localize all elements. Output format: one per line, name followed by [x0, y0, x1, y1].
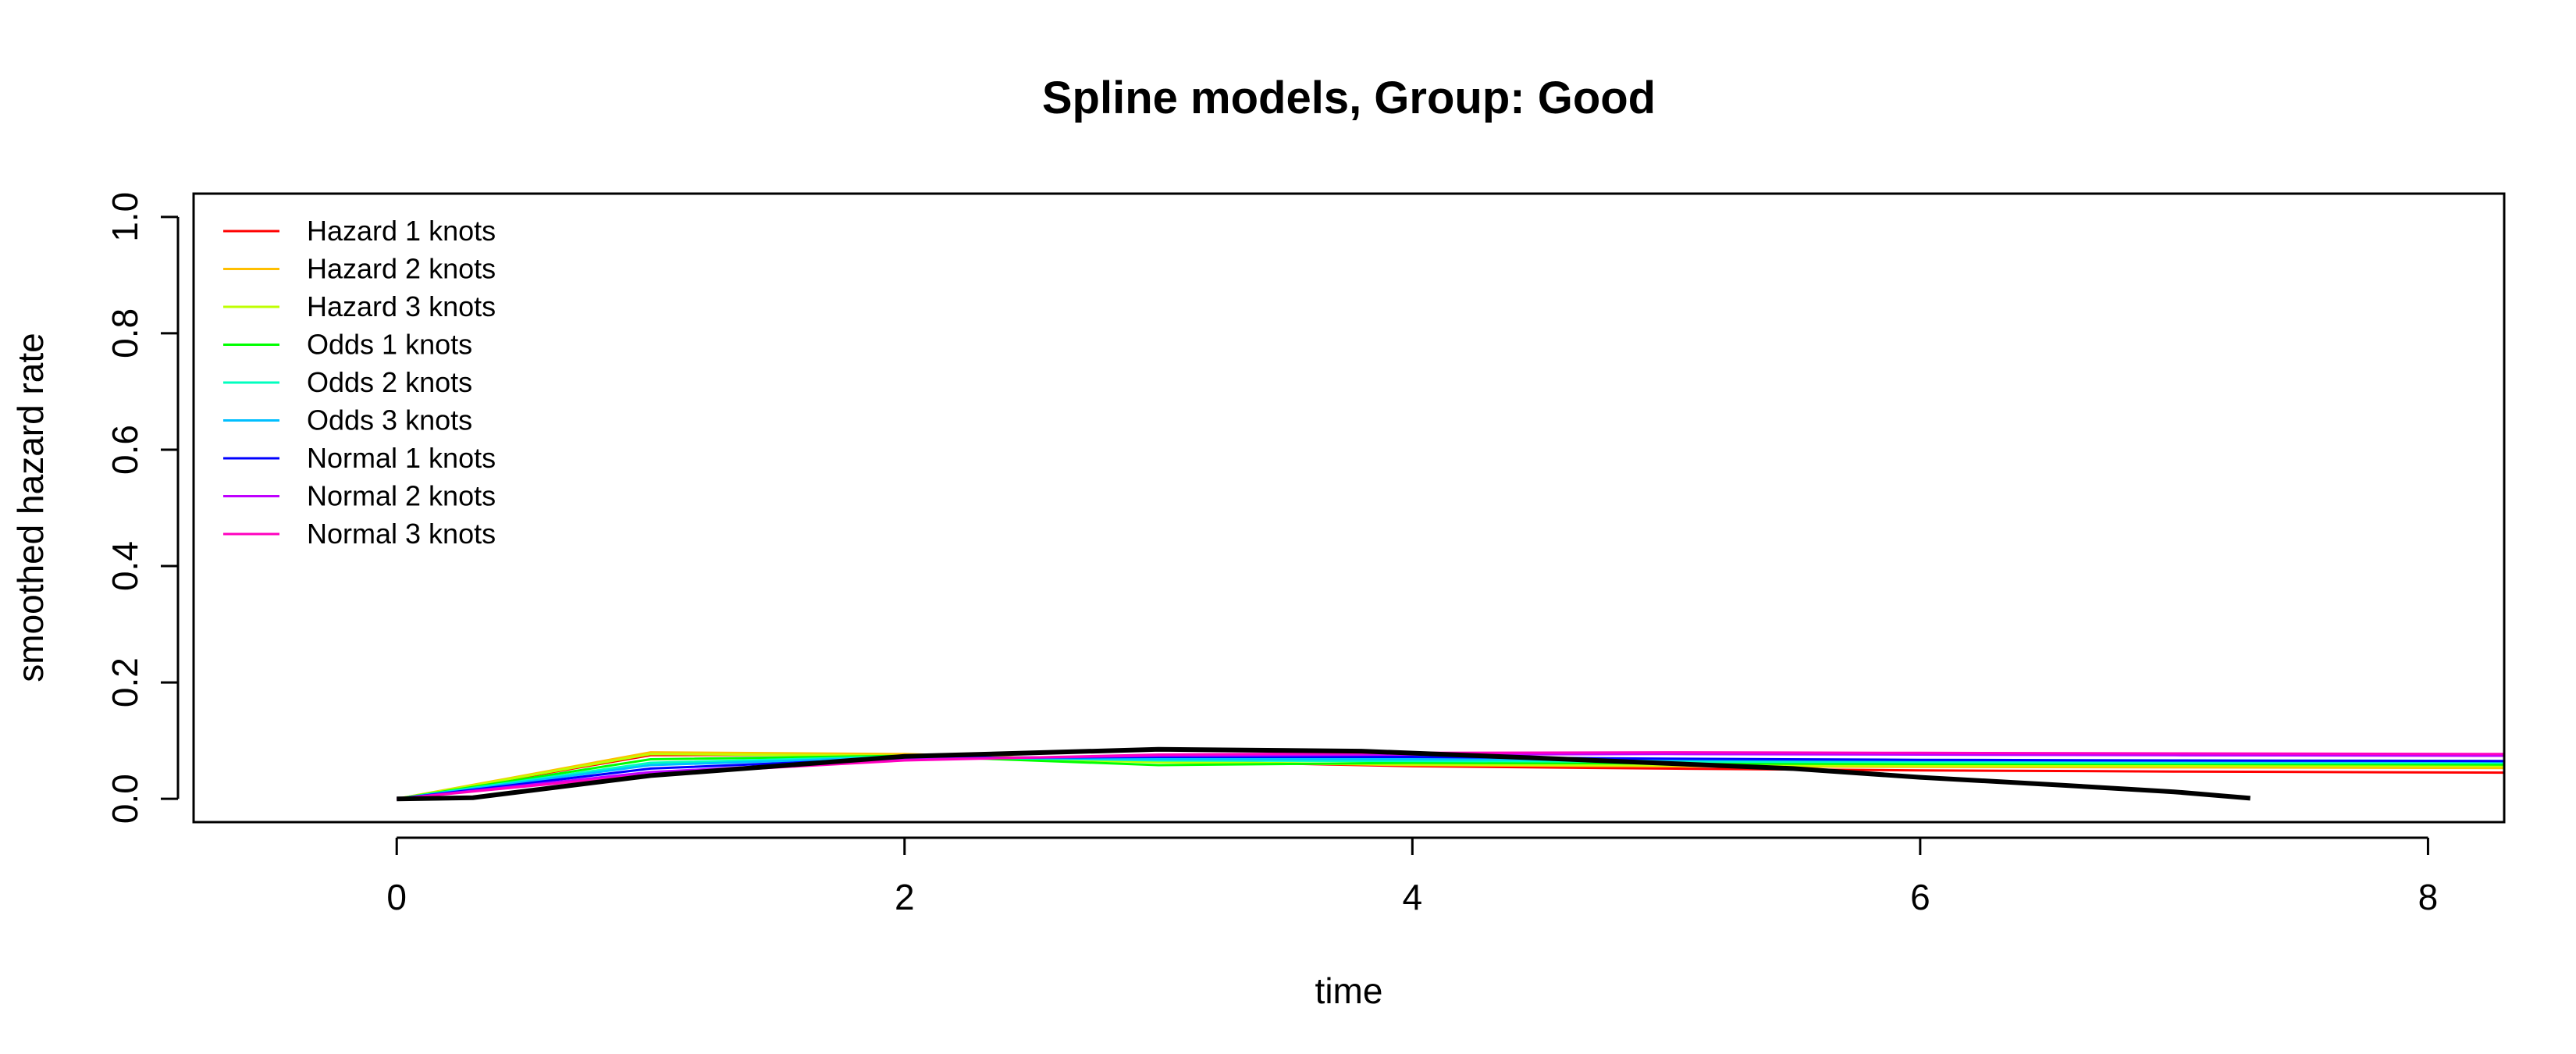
plot-area [396, 746, 2504, 802]
x-tick-label: 4 [1403, 877, 1423, 917]
x-tick-label: 2 [895, 877, 915, 917]
legend-label-1: Hazard 1 knots [307, 215, 496, 247]
series-line-7 [397, 756, 2504, 800]
legend-label-5: Odds 2 knots [307, 366, 472, 398]
y-axis-label: smoothed hazard rate [10, 333, 51, 682]
legend-label-2: Hazard 2 knots [307, 253, 496, 285]
legend-label-3: Hazard 3 knots [307, 290, 496, 322]
plot-frame [192, 192, 2506, 824]
legend-label-4: Odds 1 knots [307, 329, 472, 361]
legend-label-7: Normal 1 knots [307, 442, 496, 474]
y-tick-label: 0.0 [105, 774, 145, 824]
legend-label-6: Odds 3 knots [307, 404, 472, 436]
x-tick-label: 0 [386, 877, 407, 917]
series-line-3 [396, 753, 2504, 800]
axes: 0 2 4 6 8 0.0 0.2 0.4 0.6 0.8 1.0 [105, 192, 2438, 917]
reference-line [397, 746, 2250, 802]
x-axis-label: time [1315, 970, 1383, 1011]
series-line-4 [396, 754, 2504, 800]
y-tick-label: 0.4 [105, 541, 145, 591]
legend-label-9: Normal 3 knots [307, 518, 496, 550]
legend: Hazard 1 knots Hazard 2 knots Hazard 3 kno… [223, 215, 496, 550]
series-line-5 [396, 755, 2504, 800]
x-tick-label: 6 [1910, 877, 1930, 917]
y-tick-label: 1.0 [105, 192, 145, 242]
x-tick-label: 8 [2418, 877, 2439, 917]
y-tick-label: 0.8 [105, 308, 145, 358]
chart-title: Spline models, Group: Good [1042, 73, 1656, 123]
legend-label-8: Normal 2 knots [307, 480, 496, 512]
y-tick-label: 0.2 [105, 657, 145, 707]
y-tick-label: 0.6 [105, 425, 145, 475]
